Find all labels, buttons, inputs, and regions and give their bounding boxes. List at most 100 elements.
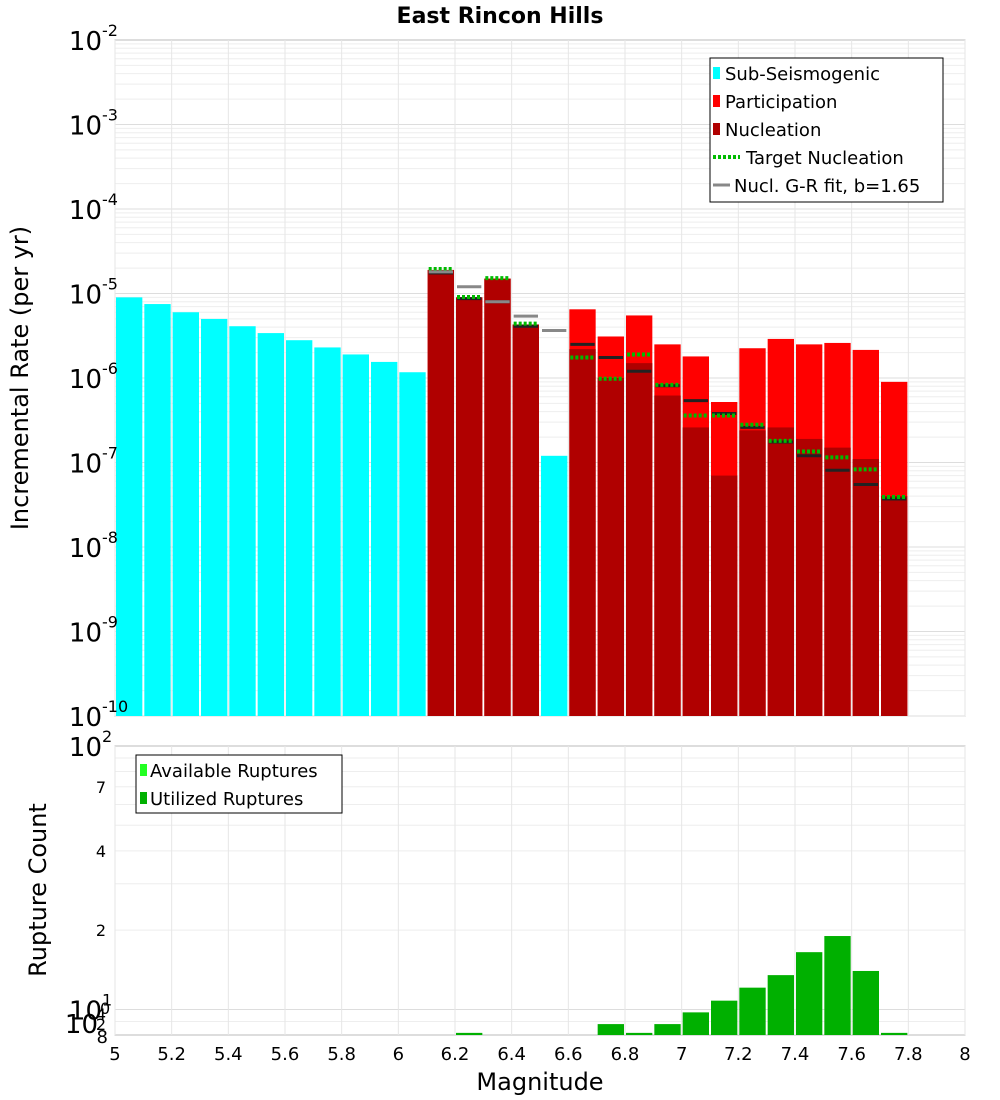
legend-swatch-sub-seismogenic [713, 67, 720, 79]
sub-seismogenic-bar [399, 372, 426, 716]
nucleation-bar [456, 297, 483, 716]
sub-seismogenic-bar [314, 347, 341, 716]
bottom-y-tick-exponent: 2 [102, 727, 112, 746]
top-y-tick-exponent: -9 [102, 613, 118, 632]
sub-seismogenic-bar [116, 297, 143, 716]
top-y-tick-exponent: -3 [102, 106, 118, 125]
x-tick-labels: 5 5.2 5.4 5.6 5.8 6 6.2 6.4 6.6 6.8 7 7.2 7.4 7.6 7.8 8 [109, 1044, 970, 1065]
x-tick-label: 6 [393, 1044, 404, 1065]
sub-seismogenic-bar [342, 354, 369, 716]
nucleation-bar [597, 378, 624, 716]
top-y-tick-base: 10 [69, 112, 102, 142]
sub-seismogenic-bar [371, 361, 398, 716]
top-y-tick-base: 10 [69, 27, 102, 57]
utilized-ruptures-bar [456, 1032, 483, 1035]
legend-swatch-available-ruptures [140, 764, 147, 776]
x-tick-label: 7.2 [724, 1044, 753, 1065]
top-y-tick-base: 10 [69, 365, 102, 395]
top-y-tick-exponent: -10 [102, 697, 128, 716]
x-tick-label: 7.6 [837, 1044, 866, 1065]
nucleation-bar [626, 363, 653, 716]
nucleation-bar [654, 395, 681, 716]
nucleation-bar [796, 438, 823, 716]
legend-label-participation: Participation [725, 92, 837, 113]
x-tick-label: 7.8 [894, 1044, 923, 1065]
bottom-y-tick-lowest: 8 [97, 1027, 108, 1048]
x-tick-label: 8 [959, 1044, 970, 1065]
sub-seismogenic-bar [229, 326, 256, 716]
nucleation-bar [881, 496, 908, 716]
utilized-ruptures-bar [682, 1012, 709, 1035]
sub-seismogenic-bar [286, 340, 313, 716]
bottom-y-minor-tick: 4 [96, 842, 106, 861]
utilized-ruptures-bar [824, 936, 851, 1035]
nucleation-bar [852, 459, 879, 716]
x-tick-label: 7 [676, 1044, 687, 1065]
x-axis-label: Magnitude [476, 1068, 603, 1096]
top-y-tick-exponent: -6 [102, 359, 118, 378]
sub-seismogenic-bar [172, 312, 199, 716]
top-y-tick-base: 10 [69, 196, 102, 226]
utilized-ruptures-bar [881, 1032, 908, 1035]
nucleation-bar [512, 324, 539, 716]
bottom-y-tick-exponent: 0 [100, 999, 110, 1018]
bottom-bars [456, 936, 908, 1035]
nucleation-bar [767, 427, 794, 716]
top-y-tick-exponent: -2 [102, 21, 118, 40]
top-y-axis-label: Incremental Rate (per yr) [6, 226, 34, 530]
nucleation-bar [824, 447, 851, 716]
sub-seismogenic-bar [257, 333, 284, 716]
nucleation-bar [569, 349, 596, 716]
x-tick-label: 5 [109, 1044, 120, 1065]
utilized-ruptures-bar [626, 1032, 653, 1035]
top-y-tick-base: 10 [69, 450, 102, 480]
legend-label-available-ruptures: Available Ruptures [150, 761, 318, 782]
top-y-tick-exponent: -5 [102, 275, 118, 294]
x-tick-label: 6.8 [611, 1044, 640, 1065]
bottom-y-tick-base: 10 [69, 996, 102, 1026]
x-tick-label: 6.2 [441, 1044, 470, 1065]
top-y-tick-exponent: -4 [102, 190, 118, 209]
legend-label-utilized-ruptures: Utilized Ruptures [150, 789, 303, 810]
utilized-ruptures-bar [597, 1024, 624, 1035]
legend-swatch-utilized-ruptures [140, 792, 147, 804]
utilized-ruptures-bar [852, 970, 879, 1035]
utilized-ruptures-bar [796, 952, 823, 1035]
nucleation-bar [682, 427, 709, 716]
bottom-y-minor-tick: 4 [96, 1005, 106, 1024]
sub-seismogenic-bar [144, 304, 171, 716]
top-y-tick-exponent: -8 [102, 528, 118, 547]
nucleation-bar [484, 278, 511, 716]
legend-label-gr-fit: Nucl. G-R fit, b=1.65 [734, 176, 920, 197]
x-tick-label: 5.8 [327, 1044, 356, 1065]
top-y-tick-base: 10 [69, 619, 102, 649]
top-bars [116, 266, 908, 716]
legend-swatch-participation [713, 95, 720, 107]
legend-label-nucleation: Nucleation [725, 120, 821, 141]
x-tick-label: 6.6 [554, 1044, 583, 1065]
nucleation-bar [711, 475, 738, 716]
utilized-ruptures-bar [711, 1000, 738, 1035]
bottom-y-tick-exponent: 1 [102, 990, 112, 1009]
top-y-tick-base: 10 [69, 281, 102, 311]
nucleation-bar [739, 430, 766, 716]
x-tick-label: 7.4 [781, 1044, 810, 1065]
legend-label-sub-seismogenic: Sub-Seismogenic [725, 64, 880, 85]
legend-swatch-nucleation [713, 123, 720, 135]
bottom-y-minor-tick: 2 [96, 1015, 106, 1034]
x-tick-label: 5.6 [271, 1044, 300, 1065]
bottom-y-minor-tick: 2 [96, 921, 106, 940]
bottom-y-tick-base: 10 [65, 1010, 98, 1040]
sub-seismogenic-bar [541, 455, 568, 716]
bottom-y-tick-base: 10 [69, 733, 102, 763]
utilized-ruptures-bar [654, 1024, 681, 1035]
utilized-ruptures-bar [739, 987, 766, 1035]
chart-title: East Rincon Hills [397, 4, 604, 29]
nucleation-bar [427, 269, 454, 716]
top-legend: Sub-Seismogenic Participation Nucleation… [709, 57, 944, 203]
utilized-ruptures-bar [767, 975, 794, 1035]
sub-seismogenic-bar [201, 318, 228, 716]
